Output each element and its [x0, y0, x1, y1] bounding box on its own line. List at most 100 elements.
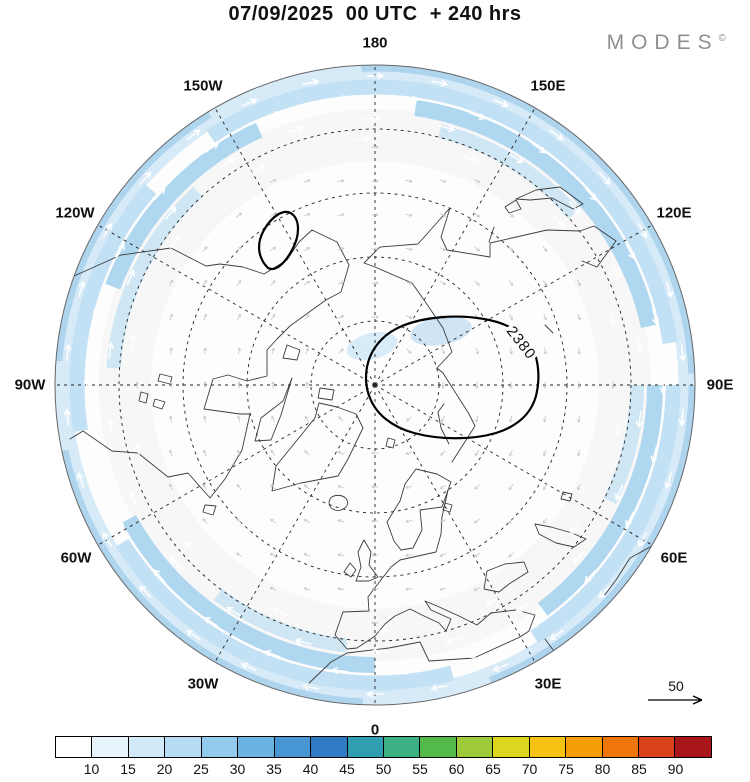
wind-arrow-icon — [611, 381, 615, 389]
wind-arrow-icon — [203, 347, 207, 355]
wind-arrow-icon — [337, 519, 345, 523]
wind-arrow-icon — [337, 247, 345, 251]
wind-arrow-icon — [531, 143, 547, 154]
wind-arrow-icon — [492, 663, 509, 672]
wind-arrow-icon — [237, 381, 241, 389]
wind-arrow-icon — [102, 531, 112, 547]
wind-arrow-icon — [441, 415, 445, 423]
wind-arrow-icon — [249, 164, 265, 174]
wind-arrow-icon — [270, 313, 276, 320]
wind-arrow-icon — [371, 621, 379, 625]
wind-arrow-icon — [400, 667, 418, 675]
wind-arrow-icon — [473, 553, 481, 557]
colorbar-cell — [311, 737, 348, 757]
colorbar-cell — [383, 737, 421, 757]
wind-arrow-icon — [236, 212, 242, 218]
wind-arrow-icon — [371, 281, 379, 285]
wind-arrow-icon — [139, 585, 152, 599]
wind-arrow-icon — [331, 667, 349, 674]
wind-arrow-icon — [220, 157, 236, 168]
wind-arrow-icon — [406, 348, 412, 354]
wind-arrow-icon — [371, 485, 379, 489]
wind-arrow-icon — [203, 381, 207, 389]
wind-arrow-icon — [469, 112, 486, 121]
wind-arrow-icon — [439, 484, 446, 490]
wind-arrow-icon — [569, 521, 581, 536]
wind-arrow-icon — [405, 587, 413, 591]
colorbar-cell — [566, 737, 603, 757]
wind-arrow-icon — [337, 485, 345, 489]
wind-arrow-icon — [508, 212, 514, 218]
wind-arrow-icon — [271, 347, 275, 355]
height-contours — [258, 210, 540, 440]
wind-arrow-icon — [652, 308, 659, 326]
wind-arrow-icon — [301, 683, 319, 691]
wind-arrow-icon — [271, 415, 275, 423]
wind-arrow-icon — [584, 569, 597, 583]
wind-arrow-icon — [169, 279, 173, 287]
coastlines — [69, 186, 653, 688]
wind-arrow-icon — [365, 690, 384, 698]
wind-arrow-icon — [474, 484, 480, 490]
wind-arrow-icon — [508, 518, 514, 524]
wind-arrow-icon — [577, 279, 581, 287]
wind-arrow-icon — [169, 313, 173, 321]
wind-arrow-icon — [650, 446, 658, 463]
wind-arrow-icon — [473, 518, 480, 524]
wind-arrow-icon — [378, 627, 396, 635]
wind-arrow-icon — [577, 415, 581, 423]
wind-arrow-icon — [615, 484, 624, 501]
lon-label-180: 180 — [362, 34, 388, 52]
wind-arrow-icon — [332, 95, 350, 103]
wind-arrow-icon — [371, 553, 379, 557]
wind-arrow-icon — [598, 585, 611, 599]
colorbar-tick-label: 45 — [339, 761, 355, 777]
wind-arrow-icon — [202, 246, 208, 252]
wind-arrow-icon — [236, 279, 242, 286]
wind-arrow-icon — [362, 114, 381, 122]
wind-arrow-icon — [679, 344, 687, 362]
wind-arrow-icon — [371, 451, 379, 455]
colorbar-cell — [493, 737, 530, 757]
colorbar-tick-label: 65 — [485, 761, 501, 777]
colorbar-cell — [238, 737, 275, 757]
wind-arrow-icon — [430, 684, 448, 692]
wind-arrow-icon — [659, 376, 667, 395]
colorbar-cell — [201, 737, 239, 757]
wind-arrow-icon — [270, 280, 276, 286]
colorbar-tick-label: 55 — [412, 761, 428, 777]
wind-arrow-icon — [543, 313, 547, 321]
colorbar: 10 15 20 25 30 35 40 45 50 55 60 65 70 75 80 85 90 — [55, 736, 712, 778]
wind-arrow-icon — [203, 313, 207, 321]
wind-arrow-icon — [135, 381, 139, 389]
colorbar-tick-label: 60 — [448, 761, 465, 777]
wind-arrow-icon — [169, 483, 173, 491]
wind-arrow-icon — [431, 79, 449, 87]
reference-arrow-label: 50 — [668, 678, 684, 694]
wind-arrow-icon — [303, 213, 311, 217]
wind-arrow-icon — [269, 553, 277, 557]
lon-label-0: 0 — [370, 721, 380, 739]
wind-arrow-icon — [236, 483, 242, 490]
wind-arrow-icon — [269, 518, 276, 524]
wind-arrow-icon — [508, 552, 514, 558]
wind-arrow-icon — [371, 587, 379, 591]
wind-arrow-icon — [543, 415, 547, 423]
wind-arrow-icon — [153, 569, 165, 583]
wind-arrow-icon — [337, 553, 345, 557]
lon-label-60w: 60W — [60, 549, 92, 567]
wind-arrow-icon — [405, 519, 413, 523]
wind-arrow-icon — [169, 415, 173, 423]
wind-arrow-icon — [405, 247, 413, 251]
colorbar-cell — [56, 737, 93, 757]
wind-arrow-icon — [638, 532, 648, 548]
wind-arrow-icon — [405, 179, 413, 183]
wind-arrow-icon — [337, 451, 345, 455]
wind-arrow-icon — [371, 247, 379, 251]
colorbar-cell — [128, 737, 166, 757]
wind-arrow-icon — [462, 154, 479, 163]
wind-arrow-icon — [577, 449, 581, 457]
wind-arrow-icon — [337, 179, 345, 183]
wind-arrow-icon — [542, 246, 548, 252]
wind-arrow-icon — [475, 381, 479, 389]
